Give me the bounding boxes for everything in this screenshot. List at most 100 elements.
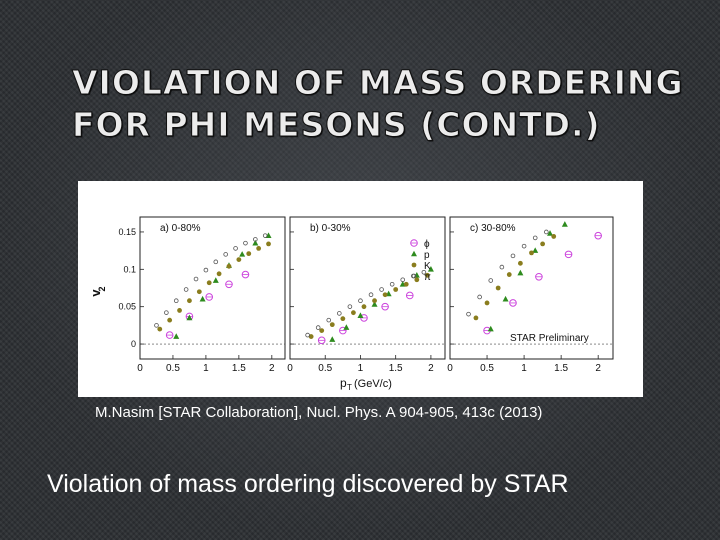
panel-frame <box>139 216 286 360</box>
kaon-marker <box>167 317 173 323</box>
v2-chart: 0 0.5 1 1.5 2 0 0.05 0.1 0.15 a) 0-80% 0 0.5 1 1.5 2 b)… <box>88 216 614 392</box>
proton-marker <box>329 336 336 342</box>
kaon-marker <box>372 298 377 304</box>
kaon-marker <box>393 287 399 292</box>
pion-marker <box>544 229 549 235</box>
x-tick-label: 0 <box>137 363 143 374</box>
x-tick-label: 1.5 <box>232 363 246 374</box>
kaon-marker <box>329 322 335 328</box>
kaon-marker <box>506 272 512 277</box>
pion-marker <box>305 332 310 338</box>
x-tick-label: 2 <box>595 363 601 374</box>
pion-marker <box>347 304 353 309</box>
pion-marker <box>233 246 238 251</box>
slide-caption: Violation of mass ordering discovered by… <box>47 470 569 498</box>
kaon-marker <box>246 251 252 257</box>
kaon-marker <box>226 263 232 269</box>
kaon-marker <box>495 285 501 291</box>
proton-marker <box>186 314 193 321</box>
kaon-marker <box>319 328 325 333</box>
kaon-marker <box>216 271 222 277</box>
x-axis-label: p <box>340 376 347 390</box>
proton-marker <box>547 230 554 236</box>
kaon-marker <box>424 272 430 278</box>
y-axis-label-sub: 2 <box>97 286 107 291</box>
slide-title-line-2: FOR PHI MESONS (CONTD.) <box>72 105 601 145</box>
pion-marker <box>411 273 417 279</box>
kaon-marker <box>187 298 192 304</box>
kaon-marker <box>351 310 356 316</box>
kaon-marker <box>256 245 262 251</box>
panel-label: b) 0-30% <box>310 223 351 234</box>
kaon-marker <box>361 304 367 310</box>
proton-marker <box>371 301 378 307</box>
pion-marker <box>532 235 538 241</box>
proton-marker <box>427 266 434 272</box>
legend-label: ϕ <box>424 239 430 250</box>
proton-marker <box>239 251 246 257</box>
x-tick-label: 1.5 <box>389 363 403 374</box>
kaon-marker <box>382 292 388 298</box>
proton-marker <box>357 312 364 318</box>
proton-marker <box>343 324 350 330</box>
proton-marker <box>212 277 219 283</box>
kaon-marker <box>414 277 420 283</box>
pion-marker <box>243 240 248 246</box>
legend-label: K <box>424 261 431 272</box>
x-tick-label: 0.5 <box>318 363 332 374</box>
x-tick-label: 0.5 <box>166 363 180 374</box>
x-tick-label: 2 <box>269 363 275 374</box>
pion-marker <box>183 287 189 292</box>
proton-marker <box>252 239 259 246</box>
pion-marker <box>326 317 332 323</box>
kaon-marker <box>177 308 182 313</box>
panel-frame <box>289 216 446 360</box>
pion-marker <box>400 277 406 283</box>
proton-marker <box>502 295 509 302</box>
kaon-marker <box>340 316 346 322</box>
y-axis-label: v <box>88 289 103 297</box>
kaon-marker <box>157 326 163 332</box>
pion-marker <box>154 323 159 328</box>
panel-label: c) 30-80% <box>470 223 516 234</box>
y-tick-label: 0.1 <box>123 264 136 274</box>
x-axis-label-sub: T <box>347 383 352 392</box>
pion-marker <box>389 281 395 287</box>
kaon-marker <box>551 234 557 239</box>
pion-marker <box>521 243 527 249</box>
citation: M.Nasim [STAR Collaboration], Nucl. Phys… <box>95 404 543 421</box>
kaon-marker <box>266 241 271 247</box>
pion-marker <box>368 292 374 298</box>
slide-title: VIOLATION OF MASS ORDERING FOR PHI MESON… <box>72 62 692 146</box>
kaon-marker <box>473 315 479 321</box>
kaon-marker <box>484 300 490 306</box>
pion-marker <box>253 237 258 242</box>
x-axis-label-units: (GeV/c) <box>354 378 392 390</box>
pion-marker <box>337 311 342 316</box>
kaon-marker <box>206 280 212 286</box>
x-tick-label: 0.5 <box>480 363 494 374</box>
proton-marker <box>487 325 494 332</box>
x-tick-label: 0 <box>287 363 293 374</box>
pion-marker <box>466 311 471 317</box>
kaon-marker <box>529 250 534 256</box>
y-tick-label: 0.05 <box>118 302 136 312</box>
kaon-marker <box>236 257 242 262</box>
kaon-marker <box>517 260 523 266</box>
pion-marker <box>358 298 363 304</box>
x-tick-label: 1 <box>521 363 527 374</box>
pion-marker <box>173 298 179 304</box>
star-preliminary-annotation: STAR Preliminary <box>510 333 589 344</box>
pion-marker <box>203 267 209 273</box>
x-tick-label: 1.5 <box>554 363 568 374</box>
legend-label: p <box>424 250 430 261</box>
proton-marker <box>411 250 417 257</box>
pion-marker <box>213 259 219 265</box>
x-tick-label: 2 <box>428 363 434 374</box>
pion-marker <box>488 278 494 283</box>
y-tick-label: 0.15 <box>118 227 136 237</box>
proton-marker <box>561 221 568 227</box>
x-tick-label: 1 <box>358 363 364 374</box>
pion-marker <box>379 287 384 292</box>
v2-figure: 0 0.5 1 1.5 2 0 0.05 0.1 0.15 a) 0-80% 0 0.5 1 1.5 2 b)… <box>78 181 643 397</box>
